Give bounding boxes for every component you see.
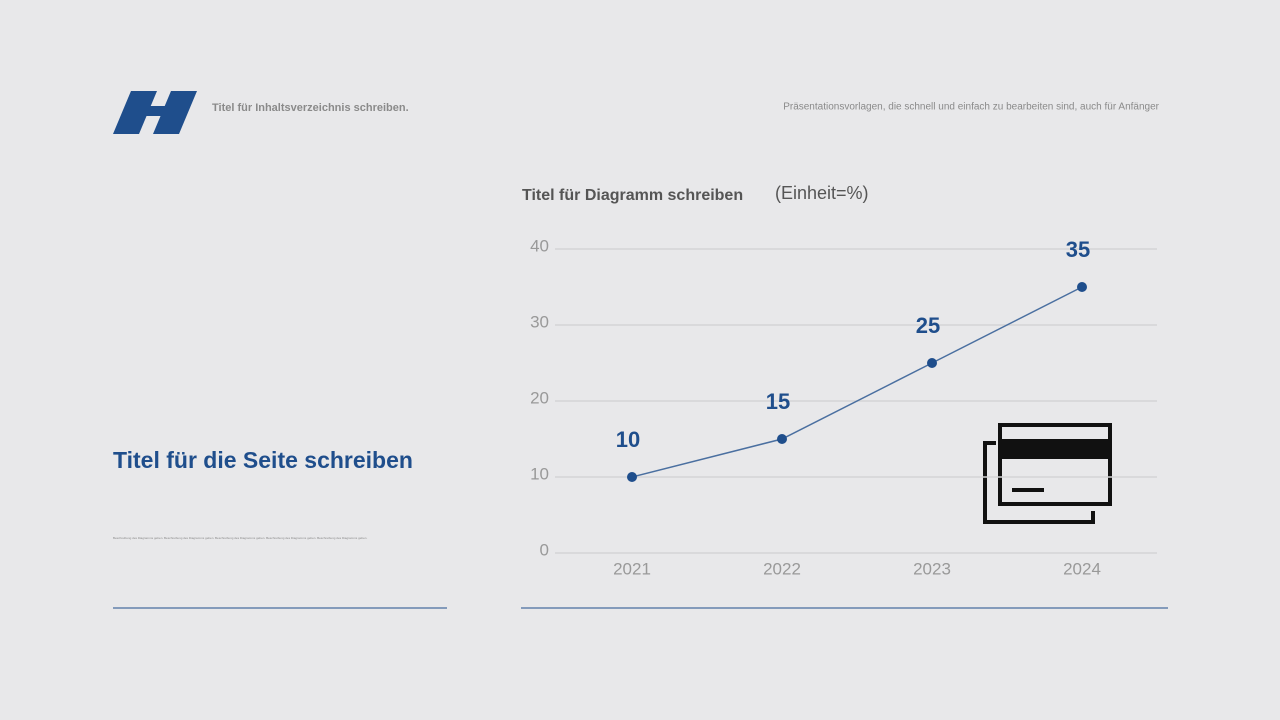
x-tick-label: 2022 [763,559,801,578]
header-title: Titel für Inhaltsverzeichnis schreiben. [212,102,409,114]
data-point [627,472,637,482]
y-tick-label: 0 [540,540,549,559]
chart-subtitle: (Einheit=%) [775,183,869,203]
data-label: 15 [766,389,790,414]
y-tick-label: 30 [530,312,549,331]
y-tick-label: 10 [530,464,549,483]
header-tagline: Präsentationsvorlagen, die schnell und e… [783,102,1159,113]
logo-shape [136,106,176,116]
plot: 0 10 20 30 40 2021 2022 2023 2024 10 15 25 35 [530,236,1157,578]
x-tick-label: 2024 [1063,559,1101,578]
y-tick-label: 20 [530,388,549,407]
data-point [1077,282,1087,292]
logo [113,91,197,134]
page-description: Beschreibung des Diagramms geben. Beschr… [113,536,367,540]
data-point [927,358,937,368]
logo-shape [153,91,197,134]
data-label: 35 [1066,237,1090,262]
icon-stroke [998,423,1112,506]
data-label: 25 [916,313,940,338]
y-tick-label: 40 [530,236,549,255]
page-title: Titel für die Seite schreiben [113,447,413,473]
chart-title: Titel für Diagramm schreiben [522,187,743,204]
icon-stroke [983,441,1095,524]
data-line [631,286,1083,478]
x-tick-label: 2021 [613,559,651,578]
data-point [777,434,787,444]
data-label: 10 [616,427,640,452]
card-icon [983,423,1112,524]
x-tick-label: 2023 [913,559,951,578]
icon-stroke [998,439,1112,459]
logo-shape [113,91,157,134]
